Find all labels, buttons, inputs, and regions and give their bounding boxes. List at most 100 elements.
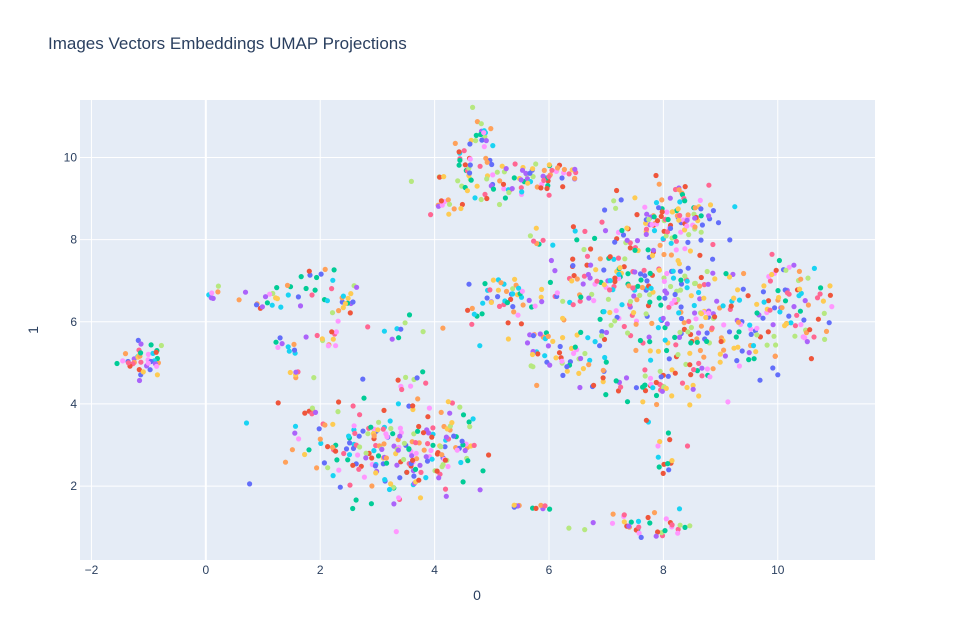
data-point xyxy=(666,467,672,473)
data-point xyxy=(665,430,672,436)
data-point xyxy=(322,422,328,428)
data-point xyxy=(684,278,690,284)
data-point xyxy=(286,348,292,354)
data-point xyxy=(519,189,525,195)
data-point xyxy=(566,525,572,531)
data-point xyxy=(550,242,556,248)
data-point xyxy=(388,425,394,432)
data-point xyxy=(668,283,674,290)
data-point xyxy=(817,291,823,297)
data-point xyxy=(770,322,776,328)
data-point xyxy=(721,347,727,353)
data-point xyxy=(829,304,835,310)
data-point xyxy=(556,350,563,356)
data-point xyxy=(578,329,584,335)
data-point xyxy=(318,271,324,277)
data-point xyxy=(698,213,704,219)
data-point xyxy=(473,132,479,138)
data-point xyxy=(613,378,619,384)
data-point xyxy=(330,421,336,427)
data-point xyxy=(697,283,703,289)
data-point xyxy=(676,310,682,316)
data-point xyxy=(676,261,683,267)
data-point xyxy=(539,286,545,292)
data-point xyxy=(664,347,670,354)
data-point xyxy=(704,366,711,372)
data-point xyxy=(148,342,154,348)
data-point xyxy=(570,302,576,308)
data-point xyxy=(336,308,342,314)
data-point xyxy=(486,452,492,458)
data-point xyxy=(312,287,318,293)
data-point xyxy=(642,382,648,388)
data-point xyxy=(136,367,142,373)
data-point xyxy=(675,352,681,358)
data-point xyxy=(605,296,612,302)
data-point xyxy=(696,330,702,336)
data-point xyxy=(690,386,696,392)
data-point xyxy=(430,442,436,448)
data-point xyxy=(533,161,539,167)
data-point xyxy=(653,533,659,539)
data-point xyxy=(676,334,683,340)
data-point xyxy=(291,341,297,347)
data-point xyxy=(664,209,670,215)
data-point xyxy=(779,305,785,311)
data-point xyxy=(406,403,412,409)
data-point xyxy=(791,304,797,310)
data-point xyxy=(608,322,614,328)
data-point xyxy=(348,291,354,297)
data-point xyxy=(511,502,517,508)
data-point xyxy=(330,277,336,283)
data-point xyxy=(797,286,803,292)
data-point xyxy=(691,367,697,373)
data-point xyxy=(302,451,308,458)
data-point xyxy=(389,336,395,342)
data-point xyxy=(698,237,704,243)
data-point xyxy=(783,267,789,273)
data-point xyxy=(710,256,716,262)
data-point xyxy=(662,337,668,343)
data-point xyxy=(592,339,598,345)
data-point xyxy=(767,307,773,313)
data-point xyxy=(525,180,531,186)
data-point xyxy=(645,514,651,521)
data-point xyxy=(634,212,640,218)
data-point xyxy=(620,232,627,238)
data-point xyxy=(571,350,577,356)
data-point xyxy=(420,329,426,335)
data-point xyxy=(527,233,534,239)
data-point xyxy=(503,288,510,294)
data-point xyxy=(282,459,289,465)
data-point xyxy=(670,268,676,274)
data-point xyxy=(765,298,772,304)
data-point xyxy=(424,458,431,464)
data-point xyxy=(704,330,710,336)
data-point xyxy=(660,470,666,476)
data-point xyxy=(481,130,487,136)
data-point xyxy=(642,367,648,373)
data-point xyxy=(396,495,402,501)
data-point xyxy=(499,163,505,169)
data-point xyxy=(786,313,792,319)
data-point xyxy=(483,155,489,161)
data-point xyxy=(621,323,627,330)
data-point xyxy=(804,339,810,345)
data-point xyxy=(582,228,588,234)
data-point xyxy=(659,209,665,215)
data-point xyxy=(352,430,358,436)
data-point xyxy=(754,301,760,307)
data-point xyxy=(346,452,353,458)
data-point xyxy=(688,293,694,299)
data-point xyxy=(540,173,546,179)
data-point xyxy=(428,212,434,218)
data-point xyxy=(647,299,653,305)
data-point xyxy=(564,368,570,374)
data-point xyxy=(357,444,363,450)
data-point xyxy=(669,300,675,307)
data-point xyxy=(547,279,554,285)
data-point xyxy=(601,282,607,288)
data-point xyxy=(677,287,684,293)
data-point xyxy=(340,293,346,299)
data-point xyxy=(714,298,720,304)
